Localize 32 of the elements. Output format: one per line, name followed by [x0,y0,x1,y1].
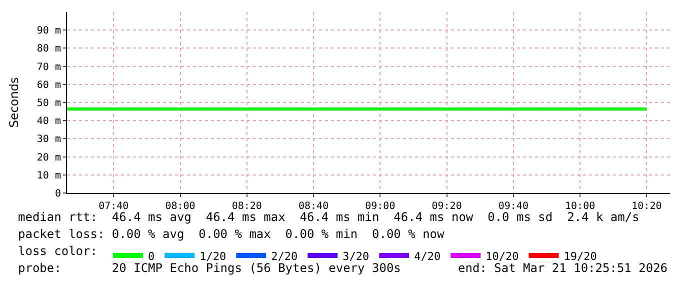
text: median rtt: 46.4 ms avg 46.4 ms max 46.4 ms min 46.4 ms now 0.0 ms sd 2.4 k am/s [18,210,640,224]
y-tick-label: 70 m [36,62,61,73]
y-tick-label: 80 m [36,44,61,55]
x-tick-label: 09:00 [365,201,396,212]
y-tick-label: 60 m [36,80,61,91]
legend-label: 3/20 [342,250,370,263]
y-tick-label: 90 m [36,26,61,37]
y-tick-label: 0 [54,188,61,200]
legend-label: 2/20 [271,250,298,263]
legend-label: 1/20 [200,250,226,263]
y-axis-title: Seconds [7,77,22,128]
text: loss color: [18,244,98,258]
y-tick-label: 20 m [36,152,61,164]
y-tick-label: 30 m [36,134,61,146]
x-tick-label: 07:40 [98,201,129,212]
x-tick-label: 08:40 [298,201,329,212]
text: packet loss: 0.00 % avg 0.00 % max 0.00 % min 0.00 % now [18,227,446,241]
x-tick-label: 09:20 [432,201,462,212]
y-tick-label: 50 m [36,98,61,109]
legend-label: 19/20 [564,250,597,263]
y-tick-label: 40 m [36,116,61,128]
x-tick-label: 08:20 [232,201,262,212]
y-tick-label: 10 m [36,170,61,182]
legend-label: 10/20 [486,250,519,263]
x-tick-label: 10:00 [564,201,596,212]
legend-label: 0 [148,250,155,263]
x-tick-label: 08:00 [165,201,196,212]
legend-label: 4/20 [414,250,441,263]
x-tick-label: 10:20 [632,201,662,212]
text: end: Sat Mar 21 10:25:51 2026 [458,261,668,275]
text: probe: 20 ICMP Echo Pings (56 Bytes) every 300s [18,261,401,275]
x-tick-label: 09:40 [498,201,528,212]
